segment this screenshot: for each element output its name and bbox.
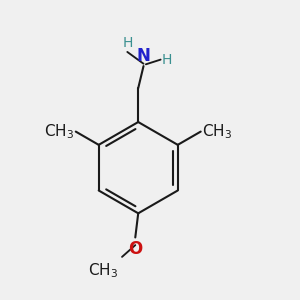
Text: H: H [161,52,172,67]
Text: H: H [122,36,133,50]
Text: CH$_3$: CH$_3$ [202,122,232,141]
Text: N: N [136,46,151,64]
Text: CH$_3$: CH$_3$ [88,261,118,280]
Text: O: O [128,240,142,258]
Text: CH$_3$: CH$_3$ [44,122,74,141]
